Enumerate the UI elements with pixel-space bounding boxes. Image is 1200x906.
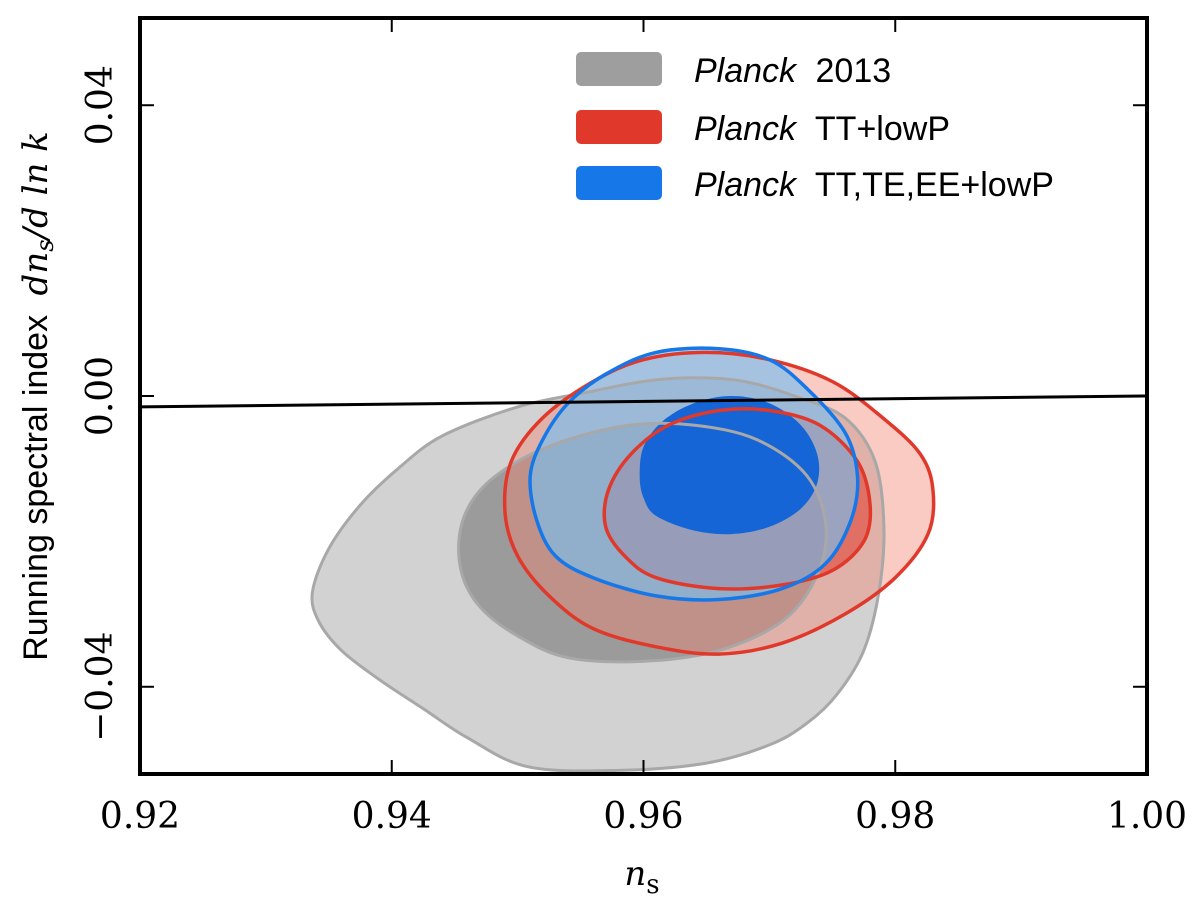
contour-planck-tt-lowp-95-outline <box>502 350 936 656</box>
legend-label-planck-tt-te-ee-lowp: Planck TT,TE,EE+lowP <box>694 166 1054 204</box>
contour-planck-tt-te-ee-lowp-95-outline <box>528 346 860 602</box>
y-tick-label: −0.04 <box>80 632 121 742</box>
contour-planck-2013-95-outline <box>310 376 886 773</box>
legend: Planck 2013 Planck TT+lowP Planck TT,TE,… <box>576 52 1054 204</box>
legend-label-planck-tt-lowp: Planck TT+lowP <box>694 110 950 148</box>
x-tick-label: 1.00 <box>1107 796 1187 837</box>
contour-planck-tt-te-ee-lowp-68-fill <box>639 396 820 535</box>
legend-swatch-planck-tt-te-ee-lowp <box>576 166 662 200</box>
y-tick-label: 0.04 <box>80 65 121 145</box>
contour-layer <box>310 346 936 773</box>
x-tick-label: 0.98 <box>855 796 935 837</box>
y-axis-title: Running spectral index dns/d ln k <box>16 131 59 661</box>
x-tick-label: 0.94 <box>352 796 432 837</box>
legend-label-planck-2013: Planck 2013 <box>694 52 891 90</box>
x-axis-title: ns <box>624 854 659 900</box>
legend-swatch-planck-tt-lowp <box>576 110 662 144</box>
y-tick-label: 0.00 <box>80 356 121 436</box>
axis-ticks: 0.92 0.94 0.96 0.98 1.00 0.04 0.00 −0.04 <box>80 18 1187 837</box>
zero-running-reference-line <box>139 394 1148 409</box>
x-tick-label: 0.96 <box>603 796 683 837</box>
legend-swatch-planck-2013 <box>576 52 662 86</box>
x-tick-label: 0.92 <box>100 796 180 837</box>
